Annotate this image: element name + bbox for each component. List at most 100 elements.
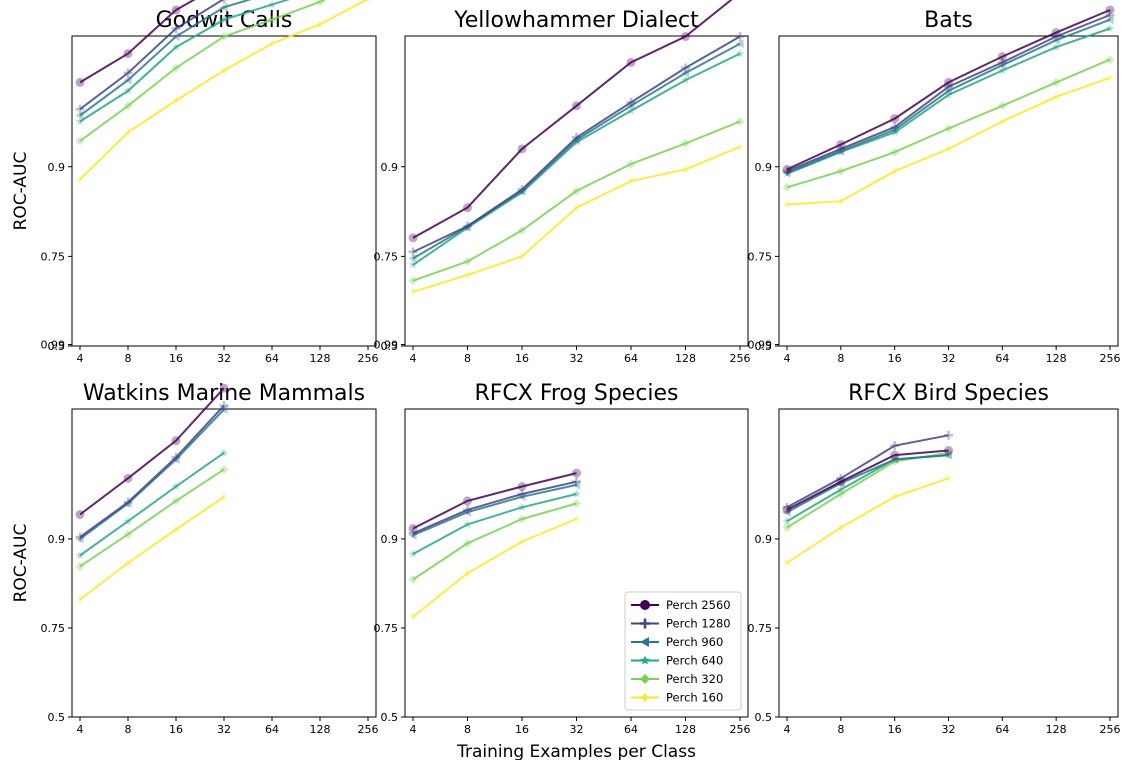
series-line — [79, 404, 225, 538]
series-perch-2560 — [75, 383, 229, 520]
x-tick-label: 8 — [125, 723, 132, 736]
x-tick-label: 32 — [217, 352, 231, 365]
legend-frame — [624, 591, 742, 711]
series-perch-160 — [77, 0, 371, 185]
panel-4: Watkins Marine Mammals 0.5 0.75 0.9 0.99 4 8 16… — [11, 339, 379, 736]
y-tick-label: 0.5 — [48, 711, 66, 724]
x-tick-label: 4 — [77, 723, 84, 736]
data-point — [408, 254, 417, 264]
series-line — [79, 0, 225, 110]
x-tick-label: 8 — [464, 723, 471, 736]
series-line — [412, 493, 577, 555]
series-line — [786, 9, 1111, 171]
y-tick-label: 0.5 — [48, 340, 66, 353]
x-tick-label: 32 — [570, 352, 584, 365]
x-tick-label: 4 — [410, 352, 417, 365]
series-line — [412, 35, 741, 253]
data-point — [219, 0, 229, 4]
y-tick-label: 0.75 — [748, 250, 773, 263]
series-line — [412, 483, 577, 537]
legend-marker — [640, 600, 650, 610]
x-tick-label: 16 — [169, 352, 183, 365]
series-perch-320 — [75, 0, 327, 146]
x-tick-label: 8 — [125, 352, 132, 365]
legend-label: Perch 640 — [666, 654, 723, 668]
series-perch-160 — [784, 73, 1113, 209]
series-line — [786, 58, 1111, 189]
legend-entry: Perch 1280 — [631, 617, 731, 631]
x-tick-label: 4 — [77, 352, 84, 365]
series-line — [79, 0, 196, 84]
y-axis-label: ROC-AUC — [11, 152, 31, 231]
data-point — [944, 450, 953, 459]
x-tick-label: 64 — [265, 723, 279, 736]
series-line — [79, 495, 225, 601]
series-line — [412, 145, 741, 293]
legend-marker — [640, 674, 650, 684]
y-tick-label: 0.99 — [41, 339, 66, 352]
data-point — [1105, 5, 1115, 15]
x-tick-label: 256 — [358, 723, 379, 736]
y-tick-label: 0.9 — [381, 161, 399, 174]
x-tick-label: 16 — [169, 723, 183, 736]
data-point — [365, 0, 371, 4]
plot-frame — [778, 408, 1119, 718]
y-tick-label: 0.5 — [381, 711, 399, 724]
y-tick-label: 0.9 — [381, 533, 399, 546]
series-perch-2560 — [408, 468, 581, 533]
series-line — [79, 0, 369, 181]
x-tick-label: 32 — [942, 352, 956, 365]
series-line — [79, 0, 327, 142]
x-tick-label: 16 — [515, 352, 529, 365]
panel-title: Watkins Marine Mammals — [83, 381, 365, 406]
y-tick-label: 0.75 — [41, 250, 66, 263]
series-line — [412, 518, 577, 618]
series-perch-640 — [75, 0, 290, 126]
series-line — [412, 0, 733, 239]
data-point — [735, 31, 745, 41]
series-perch-1280 — [75, 401, 229, 542]
x-tick-label: 128 — [1046, 352, 1067, 365]
y-tick-label: 0.5 — [755, 340, 773, 353]
series-perch-320 — [408, 499, 581, 585]
series-perch-160 — [784, 473, 952, 568]
y-tick-label: 0.75 — [374, 622, 399, 635]
y-tick-label: 0.9 — [755, 161, 773, 174]
x-tick-label: 4 — [784, 352, 791, 365]
x-tick-label: 16 — [888, 723, 902, 736]
panel-title: RFCX Bird Species — [848, 381, 1049, 406]
y-tick-label: 0.99 — [748, 339, 773, 352]
x-tick-label: 16 — [515, 723, 529, 736]
panel-title: Bats — [924, 8, 973, 33]
panel-1: Godwit Calls0.50.750.90.9948163264128256… — [11, 0, 379, 365]
series-line — [412, 502, 577, 581]
series-perch-960 — [75, 0, 252, 121]
series-line — [786, 477, 949, 564]
series-line — [79, 0, 252, 117]
y-tick-label: 0.5 — [755, 711, 773, 724]
x-tick-label: 128 — [675, 352, 696, 365]
data-point — [219, 401, 229, 411]
data-point — [782, 164, 792, 174]
series-perch-2560 — [75, 0, 196, 87]
x-tick-label: 64 — [995, 723, 1009, 736]
legend-entry: Perch 960 — [631, 635, 723, 649]
x-tick-label: 128 — [310, 723, 331, 736]
x-tick-label: 4 — [410, 723, 417, 736]
x-tick-label: 32 — [570, 723, 584, 736]
series-line — [786, 14, 1111, 173]
series-line — [786, 18, 1111, 174]
x-tick-label: 64 — [624, 352, 638, 365]
series-perch-640 — [408, 489, 581, 558]
series-line — [786, 449, 949, 511]
series-perch-160 — [410, 514, 580, 622]
legend-label: Perch 320 — [666, 672, 723, 686]
series-perch-1280 — [408, 31, 745, 257]
series-line — [412, 472, 577, 530]
x-tick-label: 256 — [730, 723, 751, 736]
data-point — [572, 489, 581, 498]
data-point — [408, 276, 418, 286]
series-perch-640 — [75, 448, 229, 560]
legend-marker — [642, 692, 648, 703]
